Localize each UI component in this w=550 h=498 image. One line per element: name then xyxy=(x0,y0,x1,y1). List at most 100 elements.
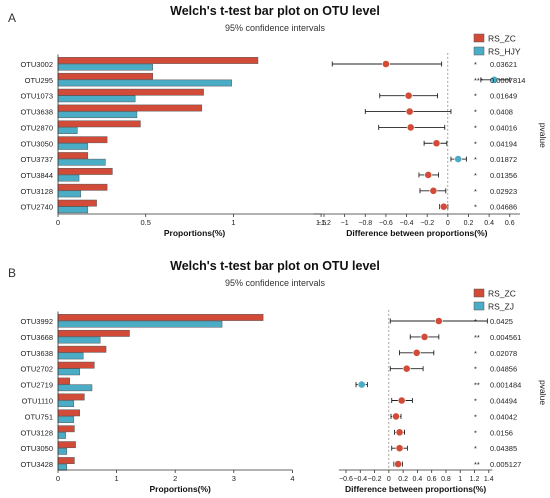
bar-rs-hjy xyxy=(57,190,82,198)
legend-label: RS_HJY xyxy=(488,47,521,57)
significance-stars: * xyxy=(474,92,477,101)
bar-rs-zc xyxy=(57,72,153,80)
panel-a: A Welch's t-test bar plot on OTU level 95%… xyxy=(8,4,548,238)
p-value: 0.04686 xyxy=(490,203,517,212)
bar-rs-zc xyxy=(57,314,264,321)
otu-label: OTU3002 xyxy=(20,60,53,69)
significance-stars: * xyxy=(474,171,477,180)
diff-point xyxy=(424,171,433,179)
p-value: 0.03621 xyxy=(490,60,517,69)
diff-tick-label: −1 xyxy=(341,220,349,227)
bar-rs-zc xyxy=(57,345,107,353)
bar-rs-zc xyxy=(57,120,141,128)
otu-label: OTU3992 xyxy=(20,317,53,326)
bar-tick-label: 2 xyxy=(173,474,177,483)
diff-tick-label: 1.2 xyxy=(470,476,480,483)
otu-label: OTU3737 xyxy=(20,155,53,164)
bar-rs-hjy xyxy=(57,95,136,103)
otu-label: OTU751 xyxy=(25,412,53,421)
bar-x-label: Proportions(%) xyxy=(164,228,226,238)
diff-point xyxy=(412,348,421,357)
diff-point xyxy=(439,202,448,211)
bar-rs-zc xyxy=(57,88,204,96)
bar-rs-zc xyxy=(57,183,108,191)
bar-rs-zc xyxy=(57,152,89,159)
diff-point xyxy=(429,186,438,195)
diff-point xyxy=(420,332,429,341)
p-value: 0.01649 xyxy=(490,92,517,101)
significance-stars: * xyxy=(474,412,477,421)
bar-rs-zc xyxy=(57,168,113,175)
bar-rs-zc xyxy=(57,329,130,337)
p-value: 0.04494 xyxy=(490,397,517,406)
significance-stars: * xyxy=(474,365,477,374)
bar-rs-zj xyxy=(57,320,223,328)
legend-label: RS_ZC xyxy=(488,289,516,299)
bar-rs-hjy xyxy=(57,158,106,166)
bar-rs-zc xyxy=(57,361,95,369)
diff-tick-label: 0.8 xyxy=(441,476,451,483)
bar-rs-zc xyxy=(57,57,259,64)
diff-point xyxy=(454,155,463,163)
diff-tick-label: −0.2 xyxy=(368,476,382,483)
diff-x-label: Difference between proportions(%) xyxy=(345,484,486,494)
p-value: 0.001484 xyxy=(490,381,521,390)
p-value: 0.04042 xyxy=(490,412,517,421)
bar-rs-hjy xyxy=(57,63,153,71)
p-value: 0.04016 xyxy=(490,123,517,132)
diff-tick-label: −1.2 xyxy=(317,220,331,227)
diff-point xyxy=(395,428,404,437)
panel-b: B Welch's t-test bar plot on OTU level 95%… xyxy=(8,259,548,494)
bar-rs-hjy xyxy=(57,143,89,150)
diff-point xyxy=(382,60,390,68)
bar-rs-hjy xyxy=(57,127,78,134)
p-value: 0.02923 xyxy=(490,187,517,196)
otu-label: OTU1110 xyxy=(22,397,53,406)
p-value: 0.0007814 xyxy=(490,76,525,85)
otu-label: OTU3050 xyxy=(20,139,53,148)
significance-stars: * xyxy=(474,187,477,196)
significance-stars: * xyxy=(474,108,477,117)
significance-stars: * xyxy=(474,428,477,437)
bar-tick-label: 1 xyxy=(115,474,119,483)
bar-rs-zj xyxy=(57,416,75,423)
bar-rs-zc xyxy=(57,393,85,401)
significance-stars: ** xyxy=(474,381,480,390)
bar-tick-label: 0 xyxy=(56,474,60,483)
chart-title: Welch's t-test bar plot on OTU level xyxy=(170,4,380,18)
bar-tick-label: 3 xyxy=(232,474,236,483)
otu-label: OTU3638 xyxy=(20,349,53,358)
diff-tick-label: 0 xyxy=(387,476,391,483)
bar-rs-zc xyxy=(57,377,70,385)
diff-tick-label: 0.4 xyxy=(484,220,494,227)
otu-label: OTU3050 xyxy=(20,444,53,453)
significance-stars: * xyxy=(474,123,477,132)
diff-point xyxy=(402,364,411,373)
panel-label: B xyxy=(8,266,16,280)
bar-tick-label: 1 xyxy=(231,218,235,227)
bar-rs-zc xyxy=(57,441,76,449)
chart-title: Welch's t-test bar plot on OTU level xyxy=(170,259,380,273)
diff-tick-label: 0.2 xyxy=(464,220,474,227)
otu-label: OTU2702 xyxy=(20,365,53,374)
p-value: 0.02078 xyxy=(490,349,517,358)
bar-rs-zj xyxy=(57,384,93,392)
pvalue-axis-label: pvalue xyxy=(538,123,548,148)
otu-label: OTU3428 xyxy=(20,460,53,469)
bar-rs-zc xyxy=(57,136,108,144)
diff-tick-label: 0.6 xyxy=(427,476,437,483)
diff-tick-label: −0.2 xyxy=(420,220,434,227)
p-value: 0.04194 xyxy=(490,139,517,148)
bar-rs-zj xyxy=(57,352,84,360)
significance-stars: * xyxy=(474,317,477,326)
significance-stars: * xyxy=(474,139,477,148)
bar-rs-hjy xyxy=(57,111,138,119)
diff-point xyxy=(404,91,413,100)
bar-rs-zc xyxy=(57,425,75,433)
p-value: 0.04856 xyxy=(490,365,517,374)
bar-x-label: Proportions(%) xyxy=(150,484,212,494)
p-value: 0.01872 xyxy=(490,155,517,164)
bar-rs-zj xyxy=(57,432,66,439)
legend-label: RS_ZC xyxy=(488,34,516,44)
diff-point xyxy=(392,412,400,421)
